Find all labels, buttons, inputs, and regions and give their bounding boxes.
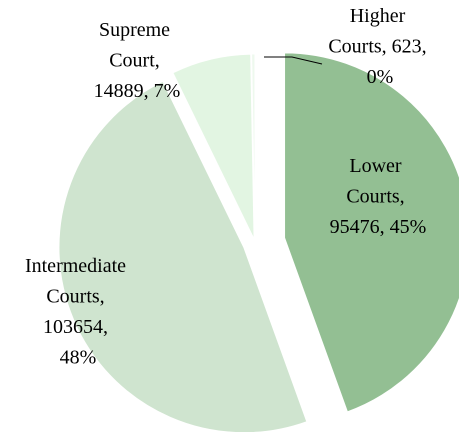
label-word: Courts: [346, 186, 400, 208]
label-separator: ,: [380, 216, 390, 238]
pie-slice: [284, 52, 459, 413]
label-category: Intermediate Courts: [25, 255, 131, 308]
label-value: 95476: [330, 216, 380, 238]
label-word: Supreme: [99, 19, 175, 41]
label-value: 103654: [43, 316, 103, 338]
label-separator: ,: [144, 80, 154, 102]
label-separator: ,: [382, 36, 392, 58]
label-percent: 7%: [154, 80, 181, 102]
label-category: Lower Courts: [346, 155, 406, 208]
data-label: Lower Courts, 95476, 45%: [330, 155, 427, 238]
label-separator: ,: [103, 316, 113, 338]
label-percent: 48%: [60, 347, 97, 369]
label-word: Intermediate: [25, 255, 131, 277]
label-separator: ,: [422, 36, 432, 58]
label-value: 14889: [94, 80, 144, 102]
label-category: Supreme Court: [99, 19, 175, 72]
label-separator: ,: [400, 186, 410, 208]
label-word: Higher: [350, 5, 411, 27]
data-label: Higher Courts, 623, 0%: [328, 5, 431, 88]
label-category: Higher Courts: [328, 5, 410, 58]
label-separator: ,: [100, 286, 110, 308]
label-percent: 0%: [367, 66, 394, 88]
pie-slice: [172, 53, 255, 240]
data-label: Intermediate Courts, 103654, 48%: [25, 255, 131, 369]
label-separator: ,: [155, 50, 165, 72]
label-percent: 45%: [390, 216, 427, 238]
pie-slice: [58, 80, 308, 432]
pie-slice: [251, 53, 256, 240]
label-word: Courts: [328, 36, 382, 58]
label-word: Courts: [46, 286, 100, 308]
label-value: 623: [392, 36, 422, 58]
label-word: Lower: [349, 155, 406, 177]
data-label: Supreme Court, 14889, 7%: [94, 19, 181, 102]
leader-line: [264, 56, 323, 65]
label-word: Court: [109, 50, 155, 72]
